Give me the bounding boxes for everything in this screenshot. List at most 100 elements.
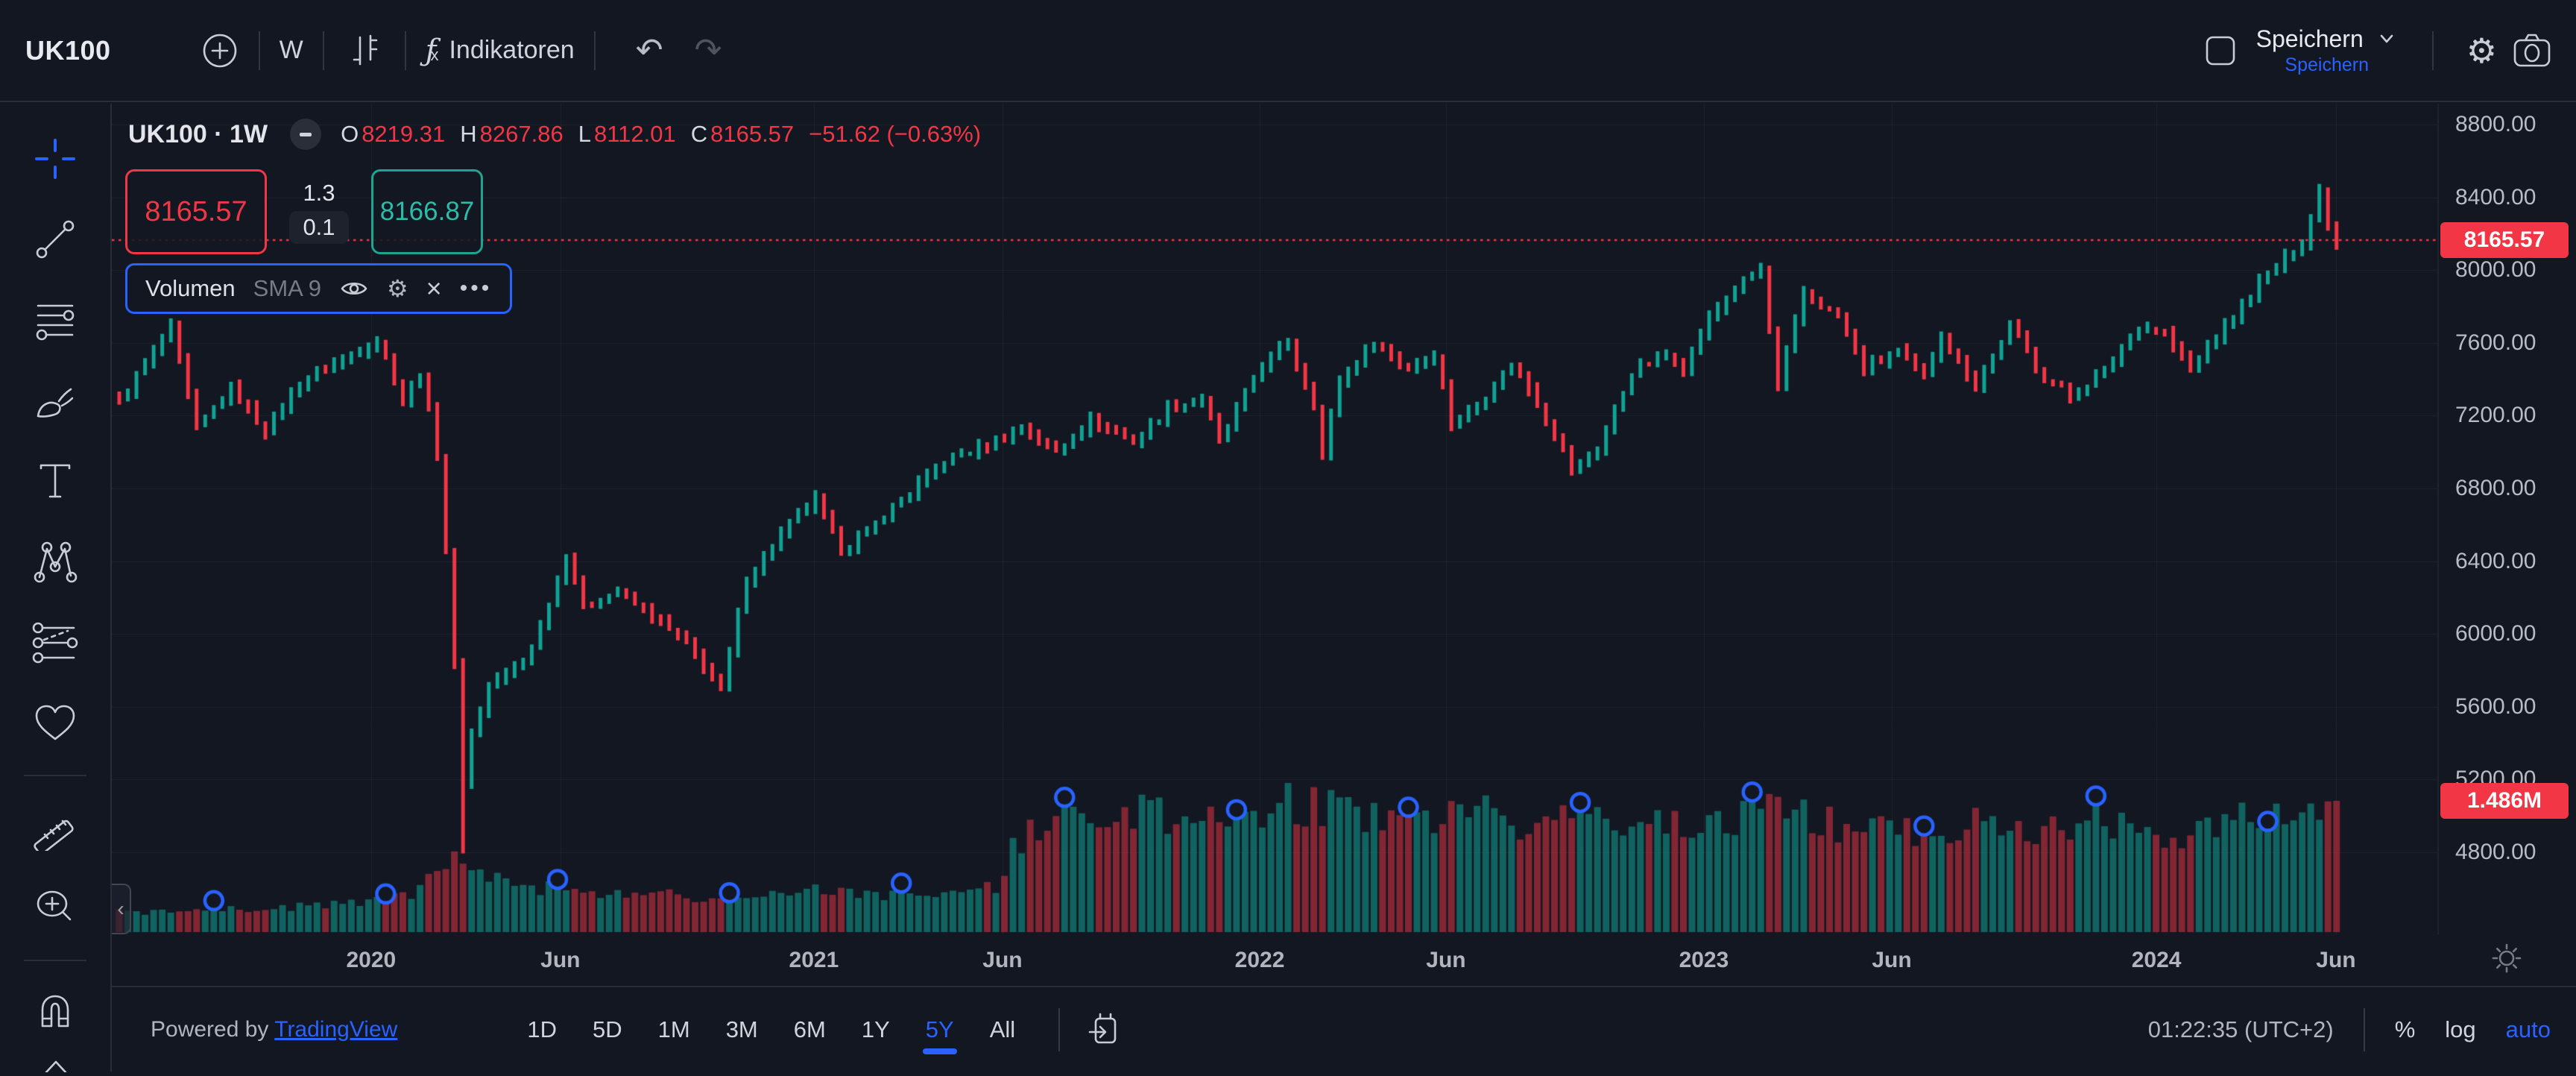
snapshot-button[interactable] <box>2510 31 2554 70</box>
spread-column: 1.3 0.1 <box>267 180 371 244</box>
range-button-1y[interactable]: 1Y <box>861 1016 890 1042</box>
xabcd-pattern-icon <box>34 541 78 583</box>
tool-xabcd-pattern[interactable] <box>21 527 89 596</box>
last-price-badge: 8165.57 <box>2440 221 2569 258</box>
tool-favorites[interactable] <box>21 688 89 757</box>
range-button-all[interactable]: All <box>989 1016 1016 1042</box>
bottom-toolbar-right: 01:22:35 (UTC+2) % log auto <box>2147 1007 2551 1051</box>
minus-icon <box>300 132 312 136</box>
tool-fib-retracement[interactable] <box>21 286 89 354</box>
time-tick[interactable]: 2020 <box>346 948 397 972</box>
time-axis[interactable]: 2020 Jun 2021 Jun 2022 Jun 2023 Jun 2024 Jun <box>112 934 2437 986</box>
indicators-label: Indikatoren <box>449 36 575 64</box>
bars-style-icon <box>353 34 377 65</box>
price-tick: 4800.00 <box>2455 840 2536 865</box>
remove-indicator-icon[interactable]: × <box>426 273 442 303</box>
chevron-down-icon[interactable] <box>2375 28 2398 50</box>
redo-icon[interactable]: ↷ <box>694 32 722 69</box>
auto-scale-button[interactable]: auto <box>2505 1016 2551 1042</box>
toolbar-separator <box>404 31 406 70</box>
range-button-5y[interactable]: 5Y <box>908 1004 972 1056</box>
crosshair-icon <box>35 139 75 179</box>
toolbar-separator <box>2431 31 2434 70</box>
time-tick[interactable]: Jun <box>1872 948 1912 972</box>
axis-corner <box>2437 934 2576 986</box>
toolbar-separator <box>322 31 324 70</box>
compare-add-button[interactable] <box>201 31 239 70</box>
legend-collapse-button[interactable] <box>290 119 322 150</box>
magnet-icon <box>41 995 69 1028</box>
forecast-icon <box>32 622 78 664</box>
spread-value: 0.1 <box>289 211 349 244</box>
ohlc-pair: H 8267.86 <box>460 121 564 147</box>
symbol-button[interactable]: UK100 <box>25 34 111 66</box>
log-scale-button[interactable]: log <box>2445 1016 2476 1042</box>
range-button-3m[interactable]: 3M <box>725 1016 758 1042</box>
price-chart-canvas[interactable] <box>112 104 2437 934</box>
range-button-5d[interactable]: 5D <box>592 1016 622 1042</box>
time-tick[interactable]: 2024 <box>2131 948 2182 972</box>
quote-panel: 8165.57 1.3 0.1 8166.87 <box>125 169 483 254</box>
tool-brush[interactable] <box>21 366 89 435</box>
price-axis[interactable]: 8800.00 8400.00 8000.00 7600.00 7200.00 6800.… <box>2437 104 2576 986</box>
price-tick: 7200.00 <box>2455 403 2536 428</box>
chart-pane[interactable]: UK100 · 1W O 8219.31 H 8267.86 L 8112.01 C 8165… <box>112 104 2437 934</box>
layout-button[interactable] <box>2200 30 2241 72</box>
legend-symbol-text[interactable]: UK100 · 1W <box>128 119 268 148</box>
settings-gear-icon[interactable]: ⚙ <box>2466 31 2497 70</box>
sell-price-button[interactable]: 8165.57 <box>125 169 267 254</box>
tool-magnet[interactable] <box>21 978 89 1046</box>
range-button-1d[interactable]: 1D <box>527 1016 557 1042</box>
undo-redo-group: ↶ ↷ <box>636 31 722 69</box>
theme-sun-icon[interactable] <box>2490 942 2523 978</box>
range-button-6m[interactable]: 6M <box>793 1016 826 1042</box>
tool-zoom-in[interactable] <box>21 873 89 942</box>
more-options-icon[interactable]: ••• <box>459 276 493 301</box>
tool-measure[interactable] <box>21 793 89 861</box>
toolbar-divider <box>24 960 86 961</box>
ohlc-pair: O 8219.31 <box>341 121 446 147</box>
time-tick[interactable]: 2022 <box>1234 948 1285 972</box>
go-to-date-button[interactable] <box>1085 1011 1123 1048</box>
top-toolbar: UK100 W ƒx Indikatoren ↶ ↷ <box>0 0 2576 102</box>
bottom-toolbar: Powered by TradingView 1D 5D 1M 3M 6M 1Y 5Y All… <box>112 986 2576 1072</box>
date-range-buttons: 1D 5D 1M 3M 6M 1Y 5Y All <box>509 1004 1033 1056</box>
price-tick: 8000.00 <box>2455 257 2536 283</box>
time-tick[interactable]: Jun <box>1426 948 1466 972</box>
tool-forecast[interactable] <box>21 608 89 676</box>
price-tick: 6000.00 <box>2455 621 2536 646</box>
last-volume-badge: 1.486M <box>2440 783 2569 819</box>
tool-trend-line[interactable] <box>21 205 89 274</box>
time-tick[interactable]: Jun <box>540 948 581 972</box>
chart-style-button[interactable] <box>344 30 385 72</box>
indicators-button[interactable]: ƒx Indikatoren <box>426 34 575 68</box>
trend-line-icon <box>36 220 75 259</box>
powered-by-label: Powered by <box>151 1016 269 1042</box>
tool-partial-cut-icon[interactable] <box>39 1057 73 1076</box>
time-tick[interactable]: Jun <box>2316 948 2356 972</box>
pane-collapse-button[interactable]: ‹ <box>112 884 131 934</box>
clock-timezone[interactable]: 01:22:35 (UTC+2) <box>2147 1016 2334 1042</box>
tradingview-link[interactable]: TradingView <box>274 1016 398 1042</box>
interval-button[interactable]: W <box>279 36 303 64</box>
time-tick[interactable]: Jun <box>982 948 1023 972</box>
active-range-underline <box>922 1048 957 1054</box>
undo-icon[interactable]: ↶ <box>635 32 663 69</box>
toolbar-separator <box>593 31 596 70</box>
time-tick[interactable]: 2023 <box>1679 948 1729 972</box>
tool-crosshair[interactable] <box>21 125 89 193</box>
zoom-in-icon <box>37 890 72 921</box>
volume-indicator-legend[interactable]: Volumen SMA 9 ⚙ × ••• <box>125 263 513 314</box>
buy-price-button[interactable]: 8166.87 <box>371 169 483 254</box>
range-button-1m[interactable]: 1M <box>657 1016 690 1042</box>
save-button[interactable]: Speichern Speichern <box>2256 25 2398 76</box>
tool-text[interactable] <box>21 447 89 515</box>
volume-legend-title: Volumen <box>145 275 236 301</box>
save-label: Speichern <box>2255 25 2364 52</box>
time-tick[interactable]: 2021 <box>789 948 839 972</box>
indicator-settings-gear-icon[interactable]: ⚙ <box>386 275 408 302</box>
visibility-eye-icon[interactable] <box>339 276 369 301</box>
toolbar-separator <box>1058 1007 1061 1051</box>
percent-scale-button[interactable]: % <box>2394 1016 2416 1042</box>
toolbar-separator <box>258 31 260 70</box>
